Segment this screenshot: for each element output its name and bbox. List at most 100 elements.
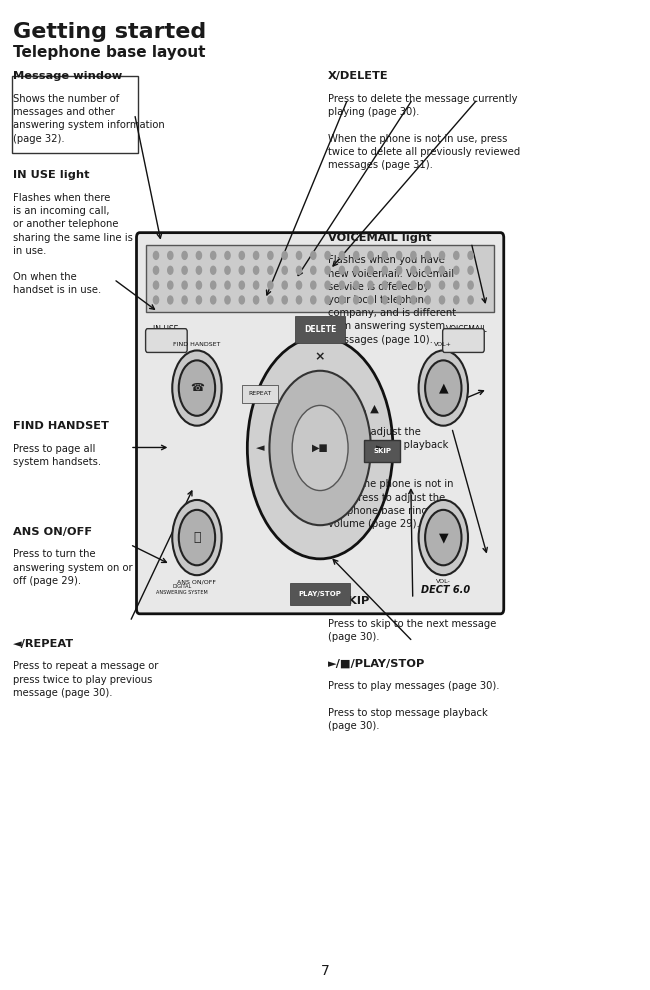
Circle shape: [396, 251, 402, 259]
Text: VOL+: VOL+: [434, 342, 452, 346]
Text: Press to skip to the next message
(page 30).: Press to skip to the next message (page …: [328, 619, 497, 642]
Circle shape: [396, 266, 402, 274]
Circle shape: [311, 281, 316, 289]
Circle shape: [153, 281, 159, 289]
Circle shape: [248, 337, 393, 558]
FancyBboxPatch shape: [146, 329, 187, 352]
Circle shape: [196, 266, 202, 274]
Text: ▲: ▲: [439, 381, 448, 395]
Circle shape: [439, 281, 445, 289]
Text: ×: ×: [315, 350, 326, 363]
Circle shape: [396, 296, 402, 304]
Circle shape: [211, 281, 216, 289]
Circle shape: [354, 296, 359, 304]
Text: ►/■/PLAY/STOP: ►/■/PLAY/STOP: [328, 658, 426, 668]
Circle shape: [354, 281, 359, 289]
Circle shape: [339, 266, 344, 274]
Circle shape: [239, 251, 244, 259]
Circle shape: [396, 281, 402, 289]
Text: DIGITAL
ANSWERING SYSTEM: DIGITAL ANSWERING SYSTEM: [156, 584, 208, 595]
Circle shape: [425, 281, 430, 289]
Text: Shows the number of
messages and other
answering system information
(page 32).: Shows the number of messages and other a…: [13, 94, 164, 144]
Circle shape: [211, 251, 216, 259]
Text: ⏻: ⏻: [193, 531, 201, 544]
Circle shape: [282, 266, 287, 274]
Text: ◄: ◄: [256, 443, 265, 453]
Text: ►: ►: [376, 443, 384, 453]
Circle shape: [468, 281, 473, 289]
Text: Flashes when you have
new voicemail. Voicemail
service is offered by
your local : Flashes when you have new voicemail. Voi…: [328, 255, 456, 345]
Text: Getting started: Getting started: [13, 22, 206, 42]
Circle shape: [153, 251, 159, 259]
Circle shape: [182, 251, 187, 259]
Circle shape: [270, 370, 371, 525]
Text: VOICEMAIL light: VOICEMAIL light: [328, 233, 432, 243]
Circle shape: [282, 296, 287, 304]
Circle shape: [368, 251, 373, 259]
Text: DECT 6.0: DECT 6.0: [421, 585, 470, 595]
Circle shape: [239, 266, 244, 274]
Circle shape: [382, 251, 387, 259]
Text: ▶■: ▶■: [312, 443, 328, 453]
Circle shape: [296, 281, 302, 289]
Text: ☎: ☎: [190, 383, 204, 393]
Text: Press to page all
system handsets.: Press to page all system handsets.: [13, 444, 101, 466]
Text: ANS ON/OFF: ANS ON/OFF: [13, 527, 92, 537]
Circle shape: [268, 251, 273, 259]
Text: IN USE light: IN USE light: [13, 170, 90, 180]
Text: ▼ VOL ▲: ▼ VOL ▲: [328, 404, 379, 414]
Circle shape: [211, 296, 216, 304]
Circle shape: [325, 296, 330, 304]
Circle shape: [419, 500, 468, 575]
Circle shape: [182, 281, 187, 289]
Text: ►/SKIP: ►/SKIP: [328, 596, 370, 606]
Text: 7: 7: [320, 964, 330, 978]
Text: SKIP: SKIP: [373, 447, 391, 454]
Circle shape: [153, 296, 159, 304]
Circle shape: [325, 251, 330, 259]
Text: FIND HANDSET: FIND HANDSET: [13, 421, 109, 431]
Circle shape: [339, 296, 344, 304]
Text: VOICEMAIL: VOICEMAIL: [446, 325, 488, 334]
Text: Press to repeat a message or
press twice to play previous
message (page 30).: Press to repeat a message or press twice…: [13, 661, 159, 698]
Circle shape: [239, 281, 244, 289]
Circle shape: [254, 296, 259, 304]
Circle shape: [468, 266, 473, 274]
Text: ▼: ▼: [439, 531, 448, 544]
Circle shape: [454, 296, 459, 304]
Circle shape: [211, 266, 216, 274]
Circle shape: [196, 281, 202, 289]
Circle shape: [311, 251, 316, 259]
Circle shape: [368, 281, 373, 289]
Circle shape: [296, 251, 302, 259]
Circle shape: [354, 251, 359, 259]
Text: Flashes when there
is an incoming call,
or another telephone
sharing the same li: Flashes when there is an incoming call, …: [13, 193, 133, 295]
Circle shape: [382, 296, 387, 304]
Circle shape: [468, 296, 473, 304]
Circle shape: [268, 281, 273, 289]
Circle shape: [382, 266, 387, 274]
Circle shape: [179, 360, 215, 416]
Circle shape: [168, 296, 173, 304]
FancyBboxPatch shape: [443, 329, 484, 352]
Circle shape: [268, 266, 273, 274]
Circle shape: [296, 296, 302, 304]
Circle shape: [172, 500, 222, 575]
Circle shape: [254, 251, 259, 259]
Circle shape: [225, 251, 230, 259]
Text: Press to delete the message currently
playing (page 30).

When the phone is not : Press to delete the message currently pl…: [328, 94, 521, 170]
Text: VOL-: VOL-: [436, 579, 450, 584]
Circle shape: [425, 296, 430, 304]
Circle shape: [468, 251, 473, 259]
Circle shape: [225, 281, 230, 289]
Text: Press to play messages (page 30).

Press to stop message playback
(page 30).: Press to play messages (page 30). Press …: [328, 681, 500, 731]
Text: ANS ON/OFF: ANS ON/OFF: [177, 579, 216, 584]
Text: FIND HANDSET: FIND HANDSET: [174, 342, 220, 346]
Circle shape: [325, 266, 330, 274]
Circle shape: [339, 251, 344, 259]
Text: IN USE: IN USE: [153, 325, 179, 334]
Circle shape: [153, 266, 159, 274]
Bar: [146, 245, 494, 312]
Text: Message window: Message window: [13, 71, 122, 81]
Text: Press to adjust the
volume during playback
(page 30).

When the phone is not in
: Press to adjust the volume during playba…: [328, 427, 454, 529]
